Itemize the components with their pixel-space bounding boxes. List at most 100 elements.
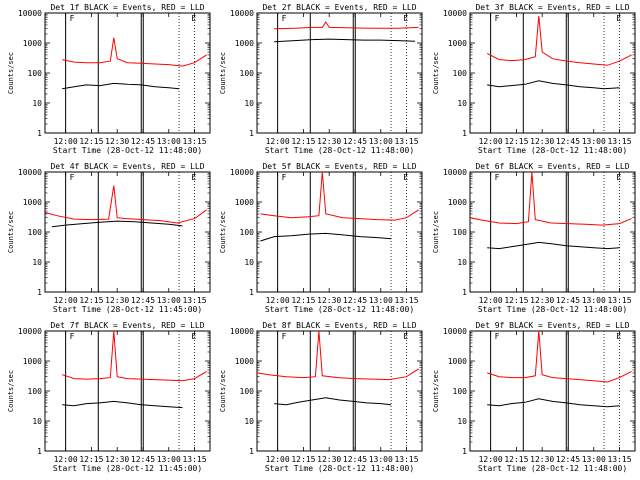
events-series-line [487,80,620,90]
y-tick-label: 1000 [235,198,254,207]
e-marker-label: E [616,14,621,23]
f-marker-label: F [282,14,287,23]
x-tick-label: 12:15 [504,296,528,305]
x-tick-label: 12:30 [105,296,129,305]
x-axis-label: Start Time (28-Oct-12 11:48:00) [478,464,627,473]
events-series-line [62,400,183,409]
x-tick-label: 12:45 [131,137,155,146]
e-marker-label: E [403,332,408,341]
y-tick-label: 10 [32,99,42,108]
y-tick-label: 100 [28,69,43,78]
y-tick-label: 10 [32,258,42,267]
y-tick-label: 100 [240,387,255,396]
x-tick-label: 12:00 [266,455,290,464]
x-tick-label: 12:00 [266,296,290,305]
plot-frame [256,12,423,134]
panel-title: Det 7f BLACK = Events, RED = LLD [50,321,204,330]
detector-panel: Det 7f BLACK = Events, RED = LLD 1 10 100 10… [7,321,211,473]
panel-title: Det 5f BLACK = Events, RED = LLD [262,162,416,171]
plot-frame [44,12,211,134]
x-tick-label: 12:45 [131,455,155,464]
x-tick-label: 13:15 [394,137,418,146]
y-tick-label: 100 [28,387,43,396]
f-marker-label: F [495,332,500,341]
y-axis-label: Counts/sec [7,52,15,94]
x-tick-label: 12:00 [54,296,78,305]
y-tick-label: 1 [462,288,467,297]
x-tick-label: 12:00 [54,455,78,464]
x-tick-label: 13:15 [394,455,418,464]
x-tick-label: 12:00 [479,296,503,305]
detector-panel: Det 8f BLACK = Events, RED = LLD 1 10 100 10… [219,321,423,473]
x-tick-label: 12:15 [79,455,103,464]
e-marker-label: E [403,173,408,182]
x-tick-label: 12:15 [291,137,315,146]
f-marker-label: F [70,14,75,23]
x-tick-label: 12:00 [479,137,503,146]
y-tick-label: 1 [249,447,254,456]
y-tick-label: 100 [28,228,43,237]
y-tick-label: 1000 [23,39,42,48]
f-marker-label: F [282,332,287,341]
y-tick-label: 10000 [230,327,254,336]
events-series-line [62,82,180,90]
y-tick-label: 10 [457,258,467,267]
x-tick-label: 12:30 [105,455,129,464]
e-marker-label: E [616,173,621,182]
events-series-line [487,398,620,408]
y-tick-label: 10 [244,258,254,267]
y-tick-label: 10000 [18,9,42,18]
y-tick-label: 1000 [235,39,254,48]
x-axis-label: Start Time (28-Oct-12 11:45:00) [53,305,202,314]
y-tick-label: 1 [37,447,42,456]
y-tick-label: 1000 [23,357,42,366]
lld-series-line [469,171,632,226]
detector-panel: Det 5f BLACK = Events, RED = LLD 1 10 100 10… [219,162,423,314]
x-axis-label: Start Time (28-Oct-12 11:48:00) [478,305,627,314]
y-tick-label: 10000 [18,327,42,336]
x-tick-label: 13:15 [607,455,631,464]
x-tick-label: 13:00 [582,296,606,305]
y-tick-label: 10 [32,417,42,426]
y-tick-label: 1000 [23,198,42,207]
events-series-line [274,38,416,43]
lld-series-line [486,15,632,66]
x-tick-label: 12:45 [343,296,367,305]
y-tick-label: 1 [249,129,254,138]
y-tick-label: 10 [457,417,467,426]
events-series-line [51,220,183,228]
panel-title: Det 2f BLACK = Events, RED = LLD [262,3,416,12]
x-tick-label: 12:45 [343,455,367,464]
panel-title: Det 4f BLACK = Events, RED = LLD [50,162,204,171]
detector-panel: Det 2f BLACK = Events, RED = LLD 1 10 100 10… [219,3,423,155]
x-tick-label: 12:45 [556,137,580,146]
x-tick-label: 12:30 [530,137,554,146]
x-tick-label: 13:00 [157,137,181,146]
panel-title: Det 1f BLACK = Events, RED = LLD [50,3,204,12]
e-marker-label: E [191,332,196,341]
x-tick-label: 13:15 [607,296,631,305]
y-tick-label: 10000 [443,168,467,177]
panel-title: Det 9f BLACK = Events, RED = LLD [475,321,629,330]
x-axis-label: Start Time (28-Oct-12 11:48:00) [478,146,627,155]
plot-frame [469,171,636,293]
y-tick-label: 100 [453,228,468,237]
x-tick-label: 13:00 [582,455,606,464]
x-tick-label: 12:30 [317,296,341,305]
plot-frame [469,330,636,452]
x-tick-label: 12:45 [556,296,580,305]
panel-title: Det 8f BLACK = Events, RED = LLD [262,321,416,330]
x-tick-label: 12:15 [504,455,528,464]
lld-series-line [260,171,419,221]
y-tick-label: 10000 [18,168,42,177]
x-tick-label: 12:00 [54,137,78,146]
x-tick-label: 12:15 [291,455,315,464]
x-axis-label: Start Time (28-Oct-12 11:48:00) [265,305,414,314]
f-marker-label: F [282,173,287,182]
f-marker-label: F [495,14,500,23]
x-tick-label: 13:00 [157,455,181,464]
panel-title: Det 3f BLACK = Events, RED = LLD [475,3,629,12]
f-marker-label: F [495,173,500,182]
y-tick-label: 100 [453,387,468,396]
